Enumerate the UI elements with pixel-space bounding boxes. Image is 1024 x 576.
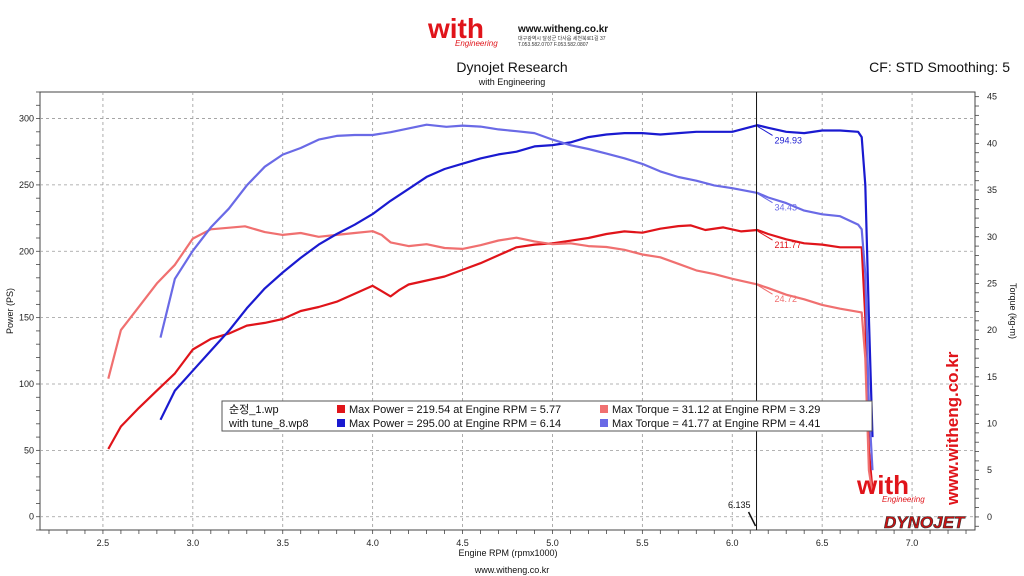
y2-tick-label: 20 bbox=[987, 325, 997, 335]
series-line-1 bbox=[107, 224, 874, 491]
legend: 순정_1.wp Max Power = 219.54 at Engine RPM… bbox=[221, 400, 873, 432]
marker-leader bbox=[757, 193, 773, 204]
series-line-3 bbox=[159, 124, 874, 438]
series-line-2 bbox=[107, 225, 874, 494]
legend-swatch-run2-power bbox=[337, 419, 345, 427]
y-tick-label: 0 bbox=[29, 512, 34, 522]
rpm-cursor: 6.135 bbox=[728, 92, 758, 530]
series-line-4 bbox=[159, 123, 874, 471]
header-address: 대구광역시 달성군 다사읍 세천북로1길 37 bbox=[518, 35, 606, 42]
y2-tick-label: 25 bbox=[987, 278, 997, 288]
y2-tick-label: 15 bbox=[987, 372, 997, 382]
x-tick-label: 2.5 bbox=[97, 538, 110, 548]
x-tick-label: 6.5 bbox=[816, 538, 829, 548]
y-tick-label: 250 bbox=[19, 180, 34, 190]
cf-info: CF: STD Smoothing: 5 bbox=[869, 59, 1010, 75]
marker-label: 24.72 bbox=[775, 294, 798, 304]
cursor-label: 6.135 bbox=[728, 500, 751, 510]
y2-tick-label: 0 bbox=[987, 512, 992, 522]
footer-url: www.witheng.co.kr bbox=[474, 565, 550, 575]
x-tick-label: 6.0 bbox=[726, 538, 739, 548]
header-site: www.witheng.co.kr bbox=[517, 24, 608, 35]
y2-tick-label: 10 bbox=[987, 419, 997, 429]
marker-leader bbox=[757, 284, 773, 295]
grid-lines bbox=[40, 92, 975, 530]
y-tick-label: 50 bbox=[24, 445, 34, 455]
y-tick-label: 200 bbox=[19, 246, 34, 256]
marker-label: 34.43 bbox=[775, 203, 798, 213]
legend-file-1: 순정_1.wp bbox=[229, 403, 279, 416]
x-tick-label: 5.5 bbox=[636, 538, 649, 548]
marker-leader bbox=[757, 230, 773, 241]
plot-area bbox=[39, 91, 976, 531]
legend-torque-1: Max Torque = 31.12 at Engine RPM = 3.29 bbox=[612, 404, 820, 416]
legend-swatch-run2-torque bbox=[600, 419, 608, 427]
legend-torque-2: Max Torque = 41.77 at Engine RPM = 4.41 bbox=[612, 418, 820, 430]
marker-label: 294.93 bbox=[775, 135, 803, 145]
y-tick-label: 150 bbox=[19, 313, 34, 323]
chart-subtitle: with Engineering bbox=[478, 77, 546, 87]
cursor-arrow bbox=[747, 511, 757, 527]
y-axis-label: Power (PS) bbox=[5, 288, 15, 334]
marker-leader bbox=[757, 125, 773, 136]
cursor-markers: 211.77 24.72 294.93 34.43 bbox=[757, 125, 803, 304]
x-tick-label: 3.0 bbox=[187, 538, 200, 548]
data-series bbox=[107, 123, 874, 494]
legend-box bbox=[221, 400, 873, 432]
header-logo-sub: Engineering bbox=[455, 39, 498, 48]
x-axis-label: Engine RPM (rpmx1000) bbox=[458, 548, 557, 558]
header-logo-text: with bbox=[427, 13, 484, 44]
y2-tick-label: 40 bbox=[987, 138, 997, 148]
watermark-vertical: www.witheng.co.kr bbox=[943, 351, 962, 506]
legend-file-2: with tune_8.wp8 bbox=[228, 418, 309, 430]
marker-label: 211.77 bbox=[775, 240, 802, 250]
watermark-logo-sub: Engineering bbox=[882, 495, 925, 504]
y-tick-label: 100 bbox=[19, 379, 34, 389]
y2-axis-label: Torque (kg-m) bbox=[1008, 283, 1018, 339]
chart-title: Dynojet Research bbox=[456, 59, 567, 75]
legend-swatch-run1-torque bbox=[600, 405, 608, 413]
watermark-dynojet: DYNOJET bbox=[884, 513, 966, 532]
legend-power-2: Max Power = 295.00 at Engine RPM = 6.14 bbox=[349, 418, 561, 430]
legend-swatch-run1-power bbox=[337, 405, 345, 413]
y-tick-label: 300 bbox=[19, 114, 34, 124]
y2-tick-label: 30 bbox=[987, 232, 997, 242]
axis-ticks: 2.5 3.0 3.5 4.0 4.5 5.0 5.5 6.0 6.5 7.00501001502… bbox=[19, 91, 997, 548]
header-phone: T.053.582.0707 F.053.582.0807 bbox=[518, 42, 589, 48]
y2-tick-label: 5 bbox=[987, 465, 992, 475]
watermark-logo: with bbox=[856, 470, 909, 500]
x-tick-label: 3.5 bbox=[276, 538, 289, 548]
x-tick-label: 4.5 bbox=[456, 538, 469, 548]
x-tick-label: 4.0 bbox=[366, 538, 379, 548]
y2-tick-label: 45 bbox=[987, 92, 997, 102]
x-tick-label: 5.0 bbox=[546, 538, 559, 548]
x-tick-label: 7.0 bbox=[906, 538, 919, 548]
legend-power-1: Max Power = 219.54 at Engine RPM = 5.77 bbox=[349, 404, 561, 416]
y2-tick-label: 35 bbox=[987, 185, 997, 195]
